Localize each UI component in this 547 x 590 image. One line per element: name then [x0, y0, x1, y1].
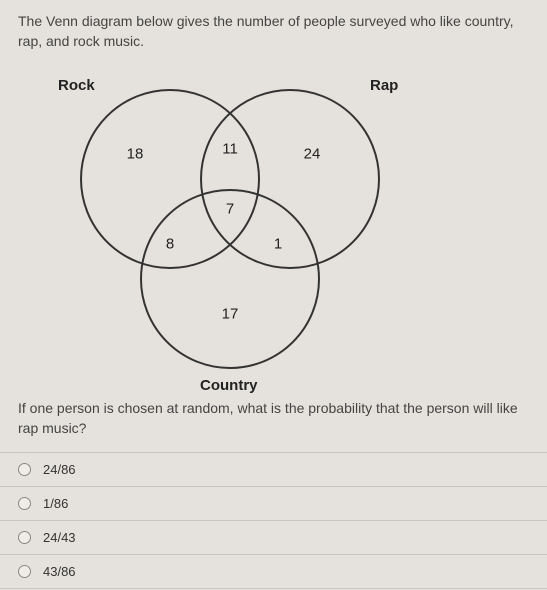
radio-icon: [18, 565, 31, 578]
value-rock-country: 8: [166, 236, 174, 253]
option-label: 1/86: [43, 496, 68, 511]
radio-icon: [18, 463, 31, 476]
value-country-only: 17: [222, 306, 239, 323]
label-rap: Rap: [370, 77, 398, 94]
value-rock-rap: 11: [222, 141, 238, 158]
option-0[interactable]: 24/86: [0, 453, 547, 487]
question-followup: If one person is chosen at random, what …: [0, 389, 547, 453]
value-rap-only: 24: [304, 146, 321, 163]
question-intro: The Venn diagram below gives the number …: [0, 0, 547, 59]
option-1[interactable]: 1/86: [0, 487, 547, 521]
option-label: 43/86: [43, 564, 76, 579]
value-rap-country: 1: [274, 236, 282, 253]
option-3[interactable]: 43/86: [0, 555, 547, 589]
value-all-three: 7: [226, 201, 234, 218]
value-rock-only: 18: [127, 146, 144, 163]
label-rock: Rock: [58, 77, 95, 94]
label-country: Country: [200, 377, 258, 394]
option-2[interactable]: 24/43: [0, 521, 547, 555]
option-label: 24/43: [43, 530, 76, 545]
option-label: 24/86: [43, 462, 76, 477]
venn-diagram: Rock Rap Country 18 11 24 7 8 1 17: [0, 59, 547, 389]
radio-icon: [18, 531, 31, 544]
radio-icon: [18, 497, 31, 510]
